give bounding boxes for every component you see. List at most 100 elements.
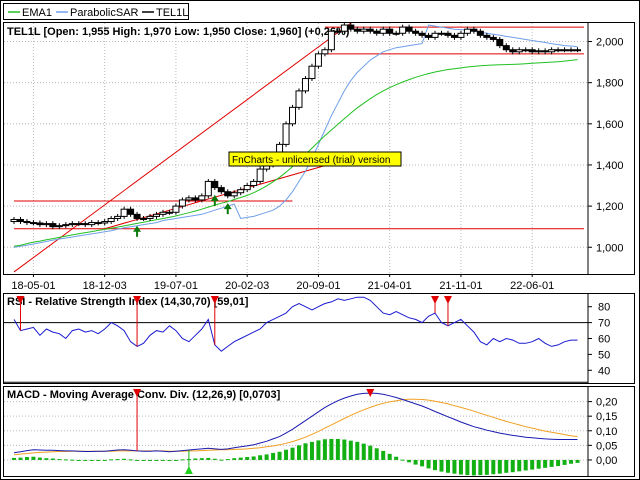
- candle-body: [68, 223, 76, 226]
- macd-histogram-bar: [575, 459, 580, 463]
- x-tick-label: 21-04-01: [368, 280, 412, 292]
- macd-histogram-bar: [225, 459, 230, 461]
- macd-histogram-bar: [44, 458, 49, 460]
- macd-histogram-bar: [206, 457, 211, 460]
- x-tick-label: 20-02-03: [225, 280, 269, 292]
- rsi-sell-arrow: [210, 296, 219, 304]
- legend-label-price: TEL1L: [156, 7, 188, 19]
- macd-histogram-bar: [57, 459, 62, 461]
- candle-body: [554, 49, 562, 52]
- macd-histogram-bar: [484, 459, 489, 475]
- macd-histogram-bar: [335, 438, 340, 460]
- candle-body: [379, 28, 387, 34]
- candle-body: [250, 180, 258, 187]
- macd-histogram-bar: [167, 459, 172, 461]
- candle-body: [301, 78, 309, 92]
- candle-body: [457, 32, 465, 38]
- candle-body: [412, 30, 420, 34]
- macd-histogram-bar: [420, 459, 425, 467]
- y-tick-label: 1,000: [596, 242, 624, 254]
- macd-histogram-bar: [297, 445, 301, 460]
- y-tick-label: 1,800: [596, 78, 624, 90]
- candle-body: [444, 32, 452, 36]
- candle-body: [308, 65, 316, 80]
- macd-histogram-bar: [154, 459, 159, 461]
- candle-body: [334, 30, 342, 33]
- candle-body: [509, 49, 517, 53]
- macd-tick-label: 0,00: [596, 455, 617, 467]
- candle-body: [185, 197, 193, 201]
- rsi-sell-arrow: [16, 296, 25, 304]
- macd-histogram-bar: [316, 440, 321, 460]
- macd-histogram-bar: [258, 455, 263, 460]
- macd-histogram-bar: [322, 439, 327, 460]
- y-tick-label: 2,000: [596, 37, 624, 49]
- x-axis: 18-05-01 18-12-03 19-07-01 20-02-03 20-09-01…: [11, 274, 554, 292]
- macd-histogram-bar: [342, 439, 347, 460]
- macd-histogram-bar: [445, 459, 450, 473]
- legend-label-sar: ParabolicSAR: [70, 7, 139, 19]
- candle-body: [36, 222, 44, 226]
- macd-line: [13, 392, 578, 454]
- legend: EMA1 ParabolicSAR TEL1L: [3, 3, 189, 20]
- candle-body: [23, 221, 31, 224]
- candle-body: [353, 28, 361, 32]
- candle-body: [386, 28, 394, 34]
- legend-label-ema: EMA1: [22, 7, 52, 19]
- macd-buy-arrow: [184, 466, 193, 474]
- macd-histogram-bar: [219, 459, 224, 461]
- macd-histogram-bar: [160, 459, 165, 461]
- macd-histogram-bar: [277, 451, 282, 460]
- rsi-sell-arrow: [133, 296, 142, 304]
- macd-histogram-bar: [115, 459, 120, 461]
- candle-body: [153, 213, 160, 217]
- rsi-tick-label: 50: [598, 349, 610, 361]
- macd-tick-label: 0,10: [596, 426, 617, 438]
- macd-histogram-bar: [556, 459, 561, 467]
- candle-body: [101, 221, 109, 224]
- macd-histogram-bar: [381, 450, 386, 460]
- macd-histogram-bar: [400, 459, 405, 461]
- macd-histogram-bar: [128, 459, 133, 461]
- candle-body: [360, 28, 368, 32]
- candle-body: [107, 217, 115, 223]
- candle-body: [522, 49, 530, 52]
- candle-body: [81, 223, 89, 226]
- macd-histogram-bar: [510, 459, 515, 473]
- macd-histogram-bar: [471, 459, 476, 476]
- rsi-line: [13, 296, 578, 352]
- candle-body: [502, 45, 510, 51]
- x-tick-label: 21-11-01: [439, 280, 482, 292]
- macd-histogram-bar: [517, 459, 522, 472]
- macd-histogram-bar: [290, 447, 295, 460]
- candle-body: [94, 222, 102, 225]
- macd-histogram-bar: [439, 459, 444, 472]
- x-tick-label: 20-09-01: [296, 280, 340, 292]
- macd-histogram-bar: [193, 458, 198, 460]
- macd-histogram-bar: [387, 453, 392, 460]
- macd-histogram-bar: [109, 459, 114, 461]
- rsi-plot: 40 50 60 70 80: [4, 294, 610, 383]
- candle-body: [470, 28, 478, 32]
- candle-body: [535, 50, 543, 53]
- macd-histogram-bar: [89, 459, 94, 461]
- macd-histogram-bar: [63, 459, 68, 461]
- macd-histogram-bar: [102, 459, 107, 461]
- macd-histogram-bar: [37, 457, 42, 460]
- price-plot: [10, 22, 584, 273]
- x-tick-label: 18-12-03: [83, 280, 127, 292]
- macd-histogram-bar: [549, 459, 554, 467]
- rsi-sell-arrow: [443, 296, 452, 304]
- rsi-tick-label: 70: [598, 318, 610, 330]
- macd-histogram-bar: [83, 459, 88, 461]
- candle-body: [75, 223, 83, 226]
- candle-body: [114, 215, 122, 219]
- candle-body: [133, 213, 141, 219]
- macd-histogram-bar: [31, 456, 36, 460]
- candle-body: [172, 205, 180, 213]
- macd-histogram-bar: [543, 459, 548, 468]
- candle-body: [146, 215, 154, 219]
- rsi-panel-title: RSI - Relative Strength Index (14,30,70)…: [7, 296, 249, 308]
- macd-histogram-bar: [18, 457, 23, 460]
